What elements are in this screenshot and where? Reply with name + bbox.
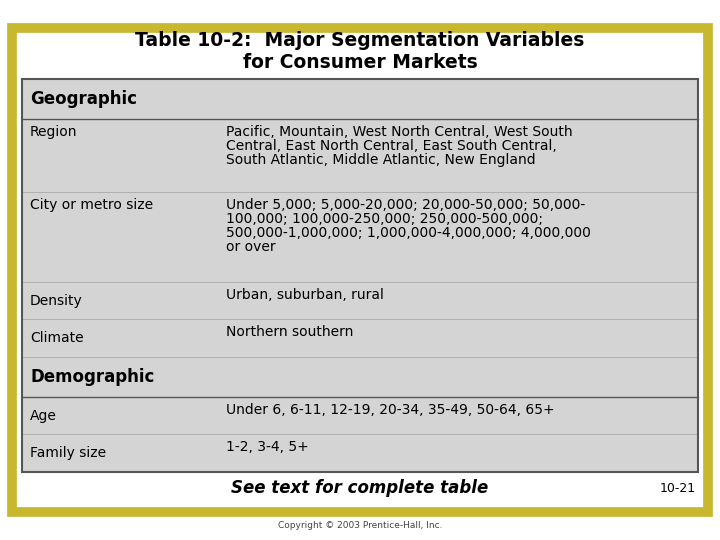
Text: or over: or over [226, 240, 276, 254]
Text: Table 10-2:  Major Segmentation Variables: Table 10-2: Major Segmentation Variables [135, 30, 585, 50]
Text: Urban, suburban, rural: Urban, suburban, rural [226, 288, 384, 302]
Text: Region: Region [30, 125, 78, 139]
Text: Family size: Family size [30, 446, 106, 460]
FancyBboxPatch shape [22, 79, 698, 472]
Text: Geographic: Geographic [30, 90, 137, 108]
Text: City or metro size: City or metro size [30, 198, 153, 212]
Text: Under 5,000; 5,000-20,000; 20,000-50,000; 50,000-: Under 5,000; 5,000-20,000; 20,000-50,000… [226, 198, 585, 212]
Text: 500,000-1,000,000; 1,000,000-4,000,000; 4,000,000: 500,000-1,000,000; 1,000,000-4,000,000; … [226, 226, 591, 240]
Text: Under 6, 6-11, 12-19, 20-34, 35-49, 50-64, 65+: Under 6, 6-11, 12-19, 20-34, 35-49, 50-6… [226, 403, 554, 417]
Text: Density: Density [30, 294, 83, 308]
Text: Central, East North Central, East South Central,: Central, East North Central, East South … [226, 139, 557, 153]
Text: 10-21: 10-21 [660, 482, 696, 495]
Text: See text for complete table: See text for complete table [231, 479, 489, 497]
Text: Copyright © 2003 Prentice-Hall, Inc.: Copyright © 2003 Prentice-Hall, Inc. [278, 521, 442, 530]
Text: for Consumer Markets: for Consumer Markets [243, 52, 477, 71]
Text: Pacific, Mountain, West North Central, West South: Pacific, Mountain, West North Central, W… [226, 125, 572, 139]
Text: Age: Age [30, 409, 57, 423]
Text: Climate: Climate [30, 331, 84, 345]
Text: Demographic: Demographic [30, 368, 154, 386]
Text: South Atlantic, Middle Atlantic, New England: South Atlantic, Middle Atlantic, New Eng… [226, 153, 536, 167]
Text: 100,000; 100,000-250,000; 250,000-500,000;: 100,000; 100,000-250,000; 250,000-500,00… [226, 212, 543, 226]
Text: Northern southern: Northern southern [226, 325, 354, 339]
FancyBboxPatch shape [12, 28, 708, 512]
Text: 1-2, 3-4, 5+: 1-2, 3-4, 5+ [226, 441, 309, 455]
